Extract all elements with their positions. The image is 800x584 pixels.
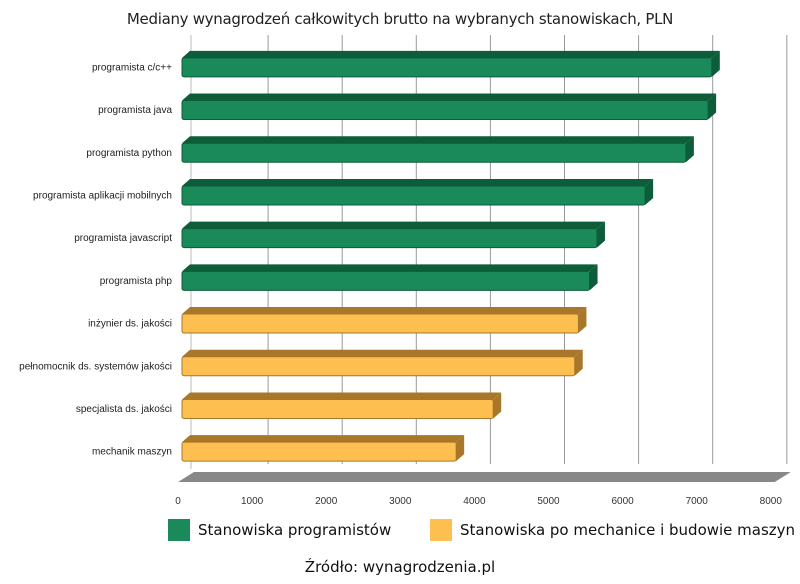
- bar-top: [182, 93, 717, 101]
- x-tick-label: 7000: [686, 496, 709, 507]
- legend-label: Stanowiska programistów: [198, 521, 392, 539]
- bar: [181, 270, 591, 291]
- floor: [178, 472, 791, 482]
- category-label: specjalista ds. jakości: [76, 404, 172, 415]
- bar: [181, 228, 598, 249]
- x-tick-label: 8000: [760, 496, 783, 507]
- bar-top: [182, 307, 587, 315]
- bar-side: [456, 435, 465, 462]
- x-tick-label: 2000: [315, 496, 338, 507]
- x-tick-label: 6000: [611, 496, 634, 507]
- bar-top: [182, 435, 465, 443]
- bar-top: [182, 392, 502, 400]
- x-tick-label: 5000: [537, 496, 560, 507]
- category-label: inżynier ds. jakości: [88, 319, 172, 330]
- bar: [181, 441, 457, 462]
- bar-side: [711, 50, 720, 77]
- bar-top: [182, 50, 720, 58]
- bar: [181, 398, 494, 419]
- category-label: mechanik maszyn: [92, 447, 172, 458]
- bar-side: [578, 307, 587, 334]
- x-tick-label: 3000: [389, 496, 412, 507]
- source-note: Źródło: wynagrodzenia.pl: [304, 558, 496, 576]
- category-label: programista python: [86, 148, 172, 159]
- category-label: programista aplikacji mobilnych: [33, 190, 172, 201]
- bar-top: [182, 349, 583, 357]
- plot-area: 0 1000 2000 3000 4000 5000 6000 7000 8000 program…: [19, 35, 791, 507]
- bar-top: [182, 136, 694, 144]
- bar-side: [589, 264, 598, 291]
- bar: [181, 185, 646, 206]
- category-label: programista javascript: [74, 233, 172, 244]
- legend-swatch: [430, 519, 452, 541]
- x-tick-label: 4000: [463, 496, 486, 507]
- bar: [181, 100, 709, 121]
- bar-side: [596, 221, 605, 248]
- legend-item-programisci: Stanowiska programistów: [168, 519, 391, 541]
- legend-swatch: [168, 519, 190, 541]
- bar: [181, 142, 687, 163]
- category-label: pełnomocnik ds. systemów jakości: [19, 361, 172, 372]
- bar-side: [493, 392, 502, 419]
- bar-side: [685, 136, 694, 163]
- bar: [181, 356, 576, 377]
- bar-side: [708, 93, 717, 120]
- category-label: programista c/c++: [92, 62, 172, 73]
- x-tick-label: 0: [175, 496, 181, 507]
- category-label: programista php: [100, 276, 173, 287]
- bar-top: [182, 221, 605, 229]
- bar-top: [182, 264, 598, 272]
- legend-label: Stanowiska po mechanice i budowie maszyn: [460, 521, 796, 539]
- legend-item-mechanika: Stanowiska po mechanice i budowie maszyn: [430, 519, 795, 541]
- bar-top: [182, 178, 654, 186]
- category-label: programista java: [98, 105, 172, 116]
- chart-title: Mediany wynagrodzeń całkowitych brutto n…: [126, 10, 674, 28]
- bar-side: [645, 178, 654, 205]
- bar: [181, 57, 713, 78]
- x-tick-label: 1000: [241, 496, 264, 507]
- bar-side: [574, 349, 583, 376]
- bar: [181, 313, 579, 334]
